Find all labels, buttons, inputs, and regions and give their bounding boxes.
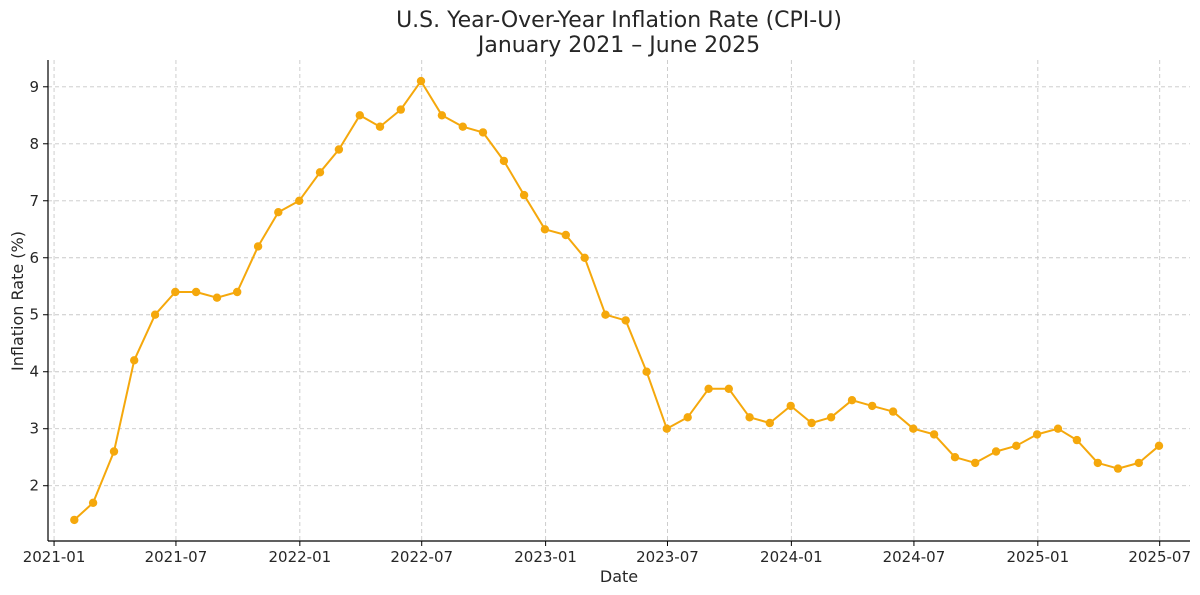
x-tick-label: 2021-01 — [23, 548, 86, 566]
data-point — [150, 310, 160, 319]
chart-title: U.S. Year-Over-Year Inflation Rate (CPI-… — [396, 8, 842, 33]
data-point — [1053, 424, 1063, 433]
data-point — [724, 384, 733, 393]
x-tick-label: 2023-01 — [514, 548, 577, 566]
data-point — [909, 424, 918, 433]
data-point — [745, 413, 754, 422]
tick-labels: 2021-01 2021-07 2022-01 2022-07 2023-01 2023-… — [23, 78, 1191, 566]
x-tick-label: 2024-07 — [883, 548, 946, 566]
data-point — [662, 424, 671, 433]
y-tick-label: 2 — [29, 477, 39, 495]
data-point — [416, 76, 426, 86]
data-point — [807, 418, 816, 428]
data-point — [375, 122, 385, 131]
data-point — [1032, 430, 1042, 439]
data-point — [130, 356, 139, 365]
axes — [43, 60, 1190, 546]
data-point — [315, 168, 325, 177]
data-point — [888, 407, 898, 416]
data-point — [334, 145, 344, 154]
y-tick-label: 7 — [29, 192, 39, 210]
data-point — [561, 230, 570, 240]
data-point — [683, 413, 692, 422]
x-tick-label: 2025-07 — [1128, 548, 1191, 566]
y-tick-label: 5 — [29, 306, 39, 324]
x-tick-label: 2022-07 — [390, 548, 453, 566]
y-axis-label: Inflation Rate (%) — [8, 231, 27, 371]
data-point — [1072, 435, 1082, 445]
x-tick-label: 2022-01 — [268, 548, 331, 566]
y-tick-label: 4 — [29, 363, 39, 381]
y-tick-label: 6 — [29, 249, 39, 267]
x-tick-label: 2025-01 — [1006, 548, 1069, 566]
data-point — [540, 225, 550, 234]
data-point — [1012, 441, 1021, 450]
data-point — [437, 111, 447, 120]
x-tick-label: 2024-01 — [760, 548, 823, 566]
data-point — [950, 453, 960, 462]
data-point — [295, 196, 304, 205]
x-tick-label: 2023-07 — [636, 548, 699, 566]
data-point — [88, 498, 98, 507]
data-point — [1154, 441, 1164, 450]
data-point — [109, 447, 119, 456]
data-point — [826, 413, 836, 422]
data-point — [253, 242, 263, 251]
data-point — [580, 253, 589, 262]
data-point — [868, 401, 877, 411]
data-point — [929, 430, 939, 439]
data-point — [499, 156, 509, 166]
data-point — [191, 287, 201, 297]
data-point — [621, 316, 630, 325]
data-point — [786, 401, 795, 411]
x-tick-label: 2021-07 — [145, 548, 208, 566]
data-point — [642, 367, 651, 376]
data-point — [1093, 458, 1103, 468]
data-point — [1134, 458, 1144, 468]
data-point — [971, 458, 980, 468]
data-point — [519, 190, 529, 200]
data-point — [991, 447, 1001, 456]
data-point — [601, 310, 610, 319]
data-point — [70, 515, 79, 525]
x-axis-label: Date — [600, 567, 638, 586]
data-point — [1113, 464, 1123, 473]
y-tick-label: 3 — [29, 420, 39, 438]
data-point — [233, 287, 242, 297]
data-point — [171, 287, 180, 297]
grid — [48, 60, 1190, 541]
y-tick-label: 9 — [29, 78, 39, 96]
data-point — [274, 208, 283, 217]
data-point — [478, 128, 488, 137]
series — [70, 76, 1164, 525]
data-point — [212, 293, 222, 302]
data-point — [355, 111, 364, 120]
data-point — [396, 105, 405, 114]
data-point — [704, 384, 713, 393]
data-point — [458, 122, 467, 131]
data-point — [847, 396, 857, 405]
data-point — [765, 418, 774, 428]
chart-subtitle: January 2021 – June 2025 — [476, 33, 760, 58]
y-tick-label: 8 — [29, 135, 39, 153]
